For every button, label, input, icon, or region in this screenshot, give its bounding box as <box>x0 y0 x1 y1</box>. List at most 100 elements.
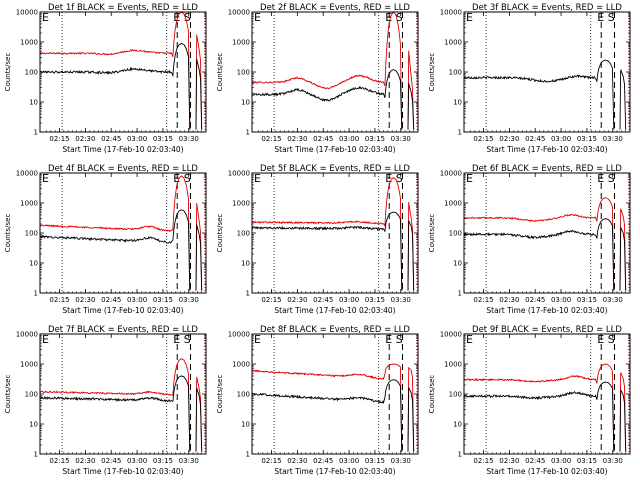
x-axis-label: Start Time (17-Feb-10 02:03:40) <box>62 145 183 154</box>
x-tick-label: 02:30 <box>499 457 519 465</box>
left-marker-text: E <box>42 11 49 24</box>
left-marker-text: E <box>466 172 473 185</box>
y-tick-label: 1 <box>458 451 462 459</box>
right-marker-text: E S <box>597 11 614 24</box>
detector-panel-3: Det 3f BLACK = Events, RED = LLD Counts/s… <box>428 3 631 154</box>
x-tick-label: 02:30 <box>287 457 307 465</box>
plot-frame <box>251 333 419 455</box>
y-tick-label: 10000 <box>16 9 38 17</box>
x-tick-label: 02:15 <box>261 135 281 143</box>
x-tick-label: 03:30 <box>603 296 623 304</box>
y-axis-label: Counts/sec <box>428 214 436 253</box>
y-tick-label: 100 <box>237 69 250 77</box>
y-tick-label: 1 <box>246 290 250 298</box>
x-tick-label: 02:15 <box>473 457 493 465</box>
left-marker-text: E <box>254 172 261 185</box>
y-tick-label: 100 <box>25 391 38 399</box>
lld-series-line <box>251 11 415 130</box>
lld-series-line <box>251 363 415 452</box>
y-tick-label: 10000 <box>228 331 250 339</box>
panel-title: Det 4f BLACK = Events, RED = LLD <box>48 164 198 174</box>
left-marker-text: E <box>466 333 473 346</box>
panel-title: Det 3f BLACK = Events, RED = LLD <box>472 3 622 13</box>
x-tick-label: 02:15 <box>261 296 281 304</box>
y-tick-label: 1000 <box>232 200 250 208</box>
y-tick-label: 1 <box>246 129 250 137</box>
x-tick-label: 02:15 <box>473 135 493 143</box>
events-series-line <box>463 218 627 291</box>
x-tick-label: 03:15 <box>577 135 597 143</box>
x-tick-label: 03:00 <box>127 457 147 465</box>
panel-title: Det 9f BLACK = Events, RED = LLD <box>472 325 622 335</box>
left-marker-text: E <box>254 333 261 346</box>
x-tick-label: 02:45 <box>525 457 545 465</box>
y-tick-label: 1000 <box>232 39 250 47</box>
y-axis-label: Counts/sec <box>428 375 436 414</box>
x-tick-label: 02:45 <box>313 296 333 304</box>
events-series-line <box>251 69 415 130</box>
y-tick-label: 10 <box>453 421 462 429</box>
x-axis-label: Start Time (17-Feb-10 02:03:40) <box>486 145 607 154</box>
plot-frame <box>463 11 631 133</box>
y-tick-label: 1000 <box>444 39 462 47</box>
y-tick-label: 10 <box>453 260 462 268</box>
y-tick-label: 1000 <box>444 200 462 208</box>
y-tick-label: 10 <box>241 421 250 429</box>
left-marker-text: E <box>254 11 261 24</box>
y-tick-label: 10000 <box>440 170 462 178</box>
y-tick-label: 10000 <box>16 331 38 339</box>
y-axis-label: Counts/sec <box>4 214 12 253</box>
y-tick-label: 1000 <box>20 39 38 47</box>
x-axis-label: Start Time (17-Feb-10 02:03:40) <box>486 467 607 476</box>
x-tick-label: 03:30 <box>391 457 411 465</box>
events-series-line <box>463 381 627 452</box>
y-tick-label: 10000 <box>440 331 462 339</box>
x-tick-label: 02:30 <box>287 135 307 143</box>
panel-title: Det 8f BLACK = Events, RED = LLD <box>260 325 410 335</box>
x-tick-label: 02:15 <box>49 296 69 304</box>
panel-title: Det 7f BLACK = Events, RED = LLD <box>48 325 198 335</box>
y-axis-label: Counts/sec <box>428 53 436 92</box>
right-marker-text: E S <box>173 333 190 346</box>
lld-series-line <box>39 11 203 130</box>
detector-panel-9: Det 9f BLACK = Events, RED = LLD Counts/s… <box>428 325 631 476</box>
y-tick-label: 1000 <box>20 200 38 208</box>
panel-title: Det 2f BLACK = Events, RED = LLD <box>260 3 410 13</box>
x-axis-label: Start Time (17-Feb-10 02:03:40) <box>274 467 395 476</box>
x-tick-label: 03:15 <box>153 135 173 143</box>
panel-title: Det 1f BLACK = Events, RED = LLD <box>48 3 198 13</box>
x-tick-label: 03:00 <box>551 135 571 143</box>
y-axis-label: Counts/sec <box>216 214 224 253</box>
events-series-line <box>39 42 203 130</box>
detector-panel-1: Det 1f BLACK = Events, RED = LLD Counts/s… <box>4 3 207 154</box>
y-axis-label: Counts/sec <box>216 375 224 414</box>
x-tick-label: 03:00 <box>339 457 359 465</box>
x-tick-label: 03:30 <box>391 135 411 143</box>
y-tick-label: 1 <box>458 129 462 137</box>
y-tick-label: 100 <box>237 391 250 399</box>
right-marker-text: E S <box>173 172 190 185</box>
events-series-line <box>463 59 627 130</box>
x-tick-label: 02:15 <box>261 457 281 465</box>
y-tick-label: 10 <box>241 99 250 107</box>
x-axis-label: Start Time (17-Feb-10 02:03:40) <box>274 145 395 154</box>
x-tick-label: 03:15 <box>577 296 597 304</box>
y-tick-label: 100 <box>25 69 38 77</box>
y-axis-label: Counts/sec <box>4 375 12 414</box>
detector-panel-5: Det 5f BLACK = Events, RED = LLD Counts/s… <box>216 164 419 315</box>
plot-frame <box>251 11 419 133</box>
y-tick-label: 10000 <box>228 170 250 178</box>
x-axis-label: Start Time (17-Feb-10 02:03:40) <box>62 467 183 476</box>
x-tick-label: 02:30 <box>499 135 519 143</box>
plot-frame <box>463 333 631 455</box>
y-tick-label: 100 <box>449 69 462 77</box>
x-tick-label: 02:30 <box>75 457 95 465</box>
x-tick-label: 03:15 <box>577 457 597 465</box>
y-tick-label: 100 <box>237 230 250 238</box>
x-tick-label: 03:15 <box>365 296 385 304</box>
x-axis-label: Start Time (17-Feb-10 02:03:40) <box>486 306 607 315</box>
y-tick-label: 1000 <box>444 361 462 369</box>
panel-title: Det 6f BLACK = Events, RED = LLD <box>472 164 622 174</box>
events-series-line <box>39 375 203 452</box>
